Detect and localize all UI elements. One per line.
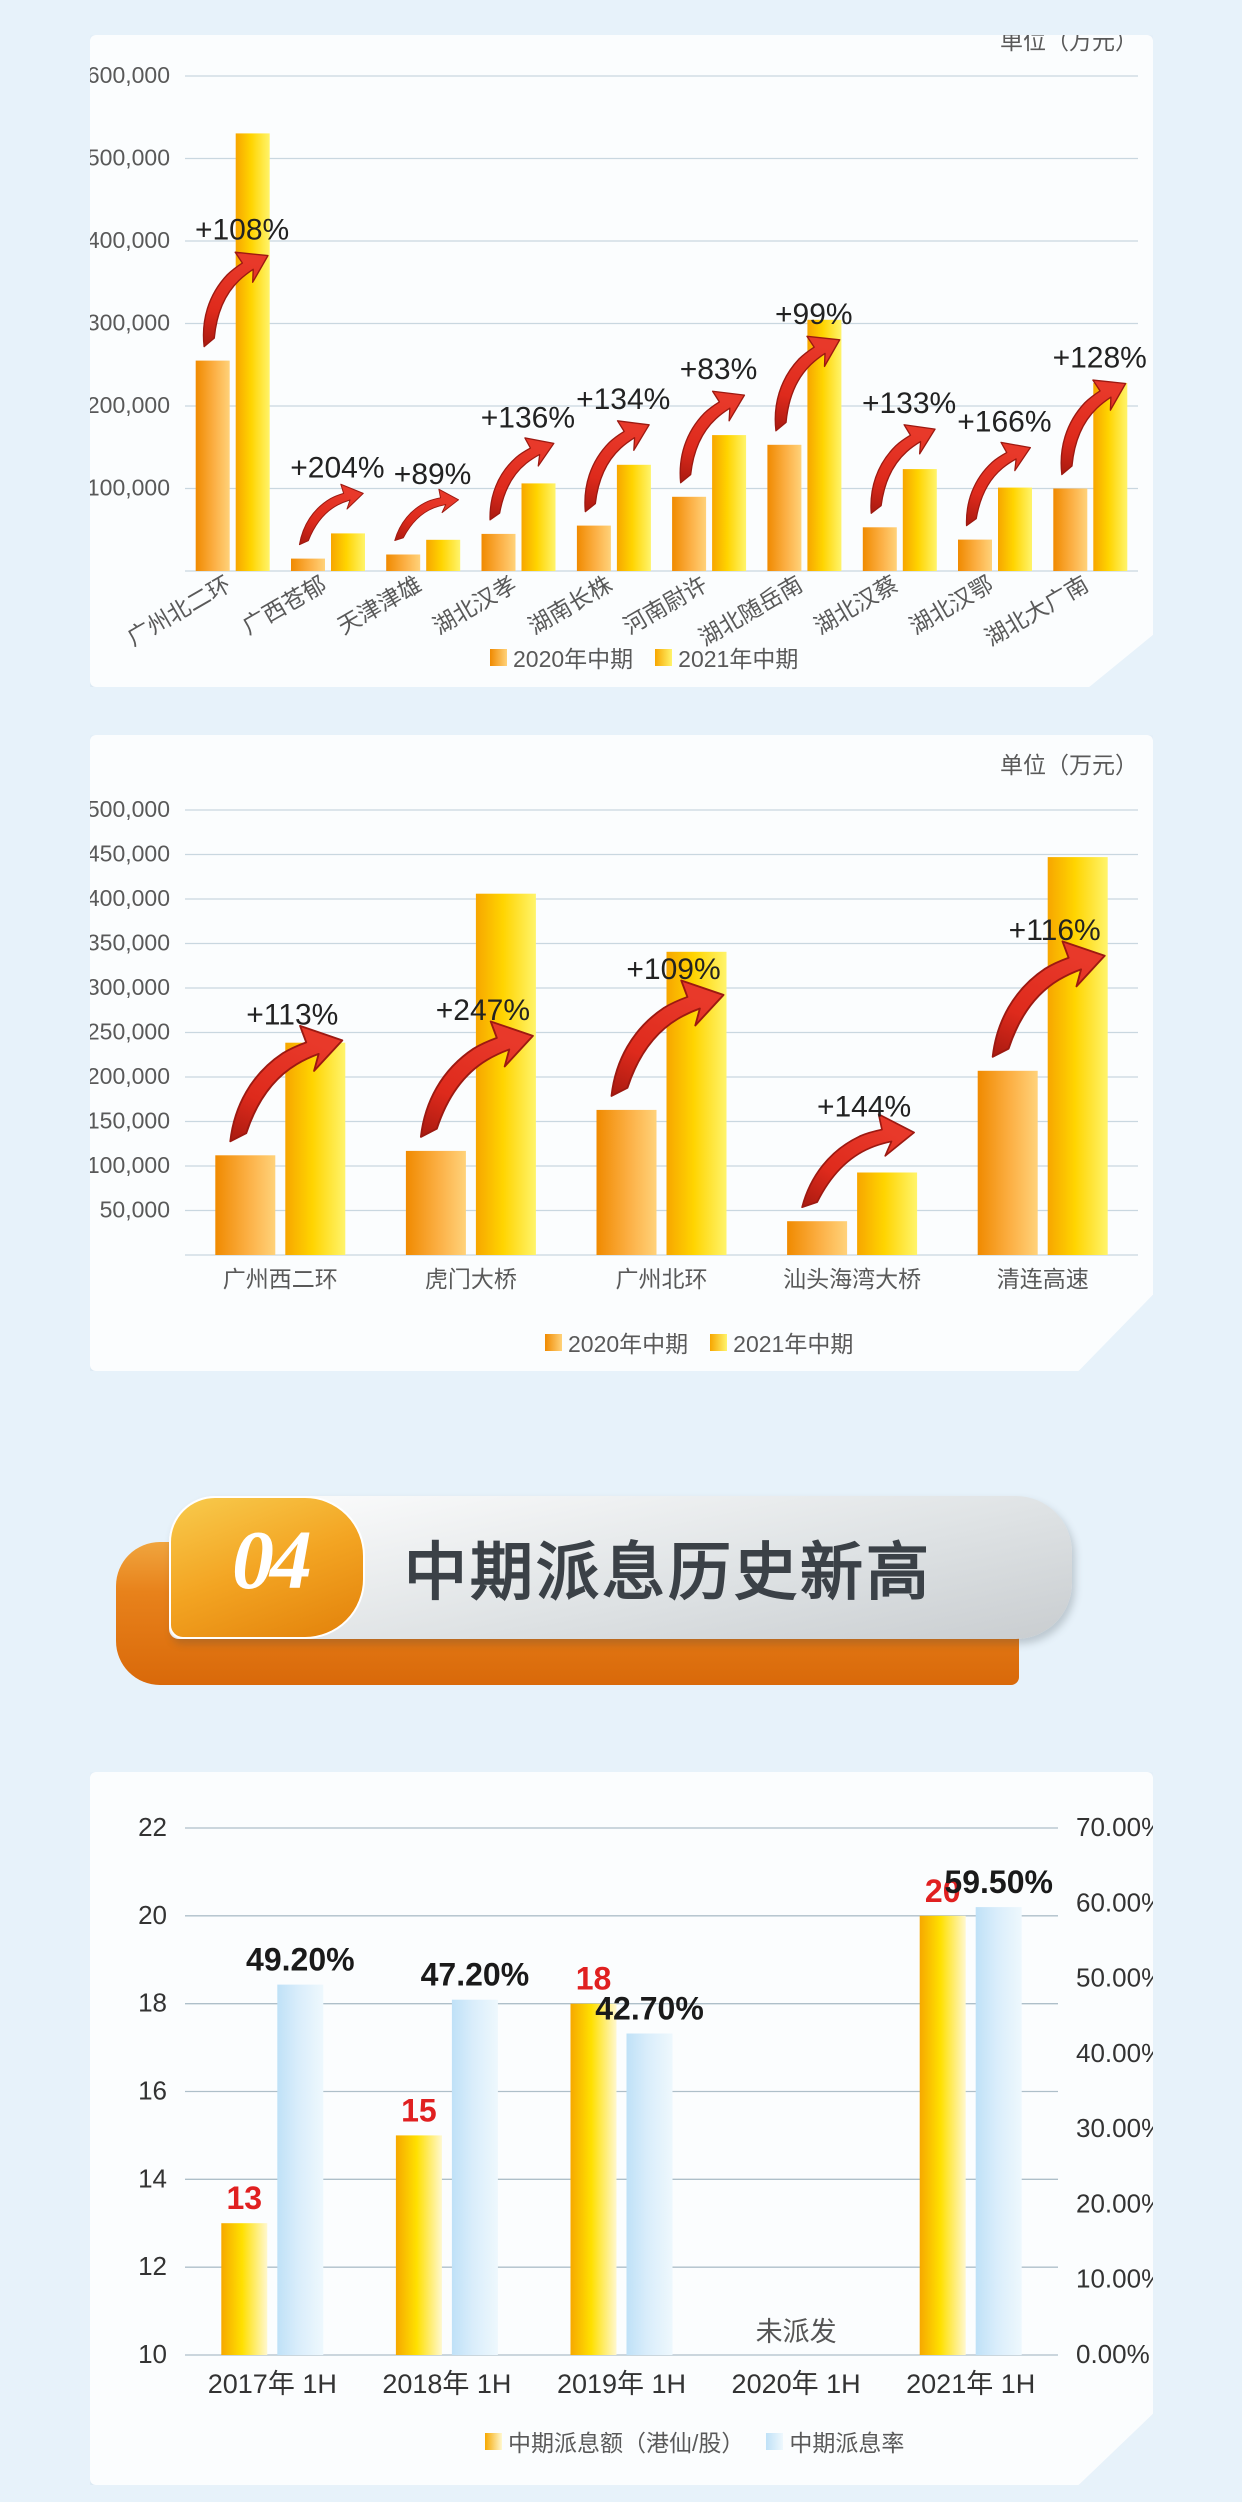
svg-text:汕头海湾大桥: 汕头海湾大桥 — [783, 1266, 921, 1292]
svg-text:10: 10 — [138, 2339, 167, 2369]
svg-text:+247%: +247% — [436, 994, 530, 1027]
svg-text:30.00%: 30.00% — [1076, 2113, 1153, 2143]
svg-text:350,000: 350,000 — [90, 930, 170, 956]
svg-text:200,000: 200,000 — [90, 392, 170, 418]
svg-text:+89%: +89% — [394, 458, 472, 491]
svg-text:47.20%: 47.20% — [421, 1957, 530, 1993]
svg-text:450,000: 450,000 — [90, 841, 170, 867]
svg-text:+109%: +109% — [626, 953, 720, 986]
svg-text:20.00%: 20.00% — [1076, 2188, 1153, 2218]
svg-text:+99%: +99% — [775, 298, 853, 331]
svg-text:50.00%: 50.00% — [1076, 1963, 1153, 1993]
svg-text:广西苍郁: 广西苍郁 — [238, 571, 331, 640]
svg-text:49.20%: 49.20% — [246, 1942, 355, 1978]
svg-text:400,000: 400,000 — [90, 227, 170, 253]
svg-text:天津津雄: 天津津雄 — [333, 571, 426, 640]
svg-text:2019年 1H: 2019年 1H — [557, 2369, 686, 2399]
svg-text:+113%: +113% — [246, 998, 338, 1031]
svg-text:虎门大桥: 虎门大桥 — [425, 1266, 517, 1292]
svg-text:2017年 1H: 2017年 1H — [208, 2369, 337, 2399]
svg-text:清连高速: 清连高速 — [997, 1266, 1089, 1292]
svg-text:湖南长株: 湖南长株 — [524, 571, 617, 640]
svg-text:100,000: 100,000 — [90, 1152, 170, 1178]
svg-text:150,000: 150,000 — [90, 1108, 170, 1134]
svg-text:单位（万元）: 单位（万元） — [1000, 752, 1138, 778]
svg-text:2020年 1H: 2020年 1H — [732, 2369, 861, 2399]
svg-text:2021年 1H: 2021年 1H — [906, 2369, 1035, 2399]
svg-text:70.00%: 70.00% — [1076, 1812, 1153, 1842]
svg-text:湖北汉孝: 湖北汉孝 — [428, 571, 521, 640]
svg-text:250,000: 250,000 — [90, 1019, 170, 1045]
svg-text:20: 20 — [138, 1900, 167, 1930]
svg-text:18: 18 — [138, 1988, 167, 2018]
svg-text:+204%: +204% — [290, 451, 384, 484]
svg-text:300,000: 300,000 — [90, 310, 170, 336]
svg-text:15: 15 — [401, 2092, 437, 2128]
svg-text:50,000: 50,000 — [100, 1197, 170, 1223]
svg-text:湖北汉蔡: 湖北汉蔡 — [810, 571, 903, 640]
svg-text:500,000: 500,000 — [90, 796, 170, 822]
svg-text:广州西二环: 广州西二环 — [223, 1266, 338, 1292]
svg-text:42.70%: 42.70% — [595, 1991, 704, 2027]
svg-text:500,000: 500,000 — [90, 145, 170, 171]
svg-text:200,000: 200,000 — [90, 1063, 170, 1089]
svg-text:+83%: +83% — [680, 353, 758, 386]
svg-text:单位（万元）: 单位（万元） — [1000, 35, 1138, 54]
svg-text:12: 12 — [138, 2251, 167, 2281]
svg-text:100,000: 100,000 — [90, 475, 170, 501]
svg-text:60.00%: 60.00% — [1076, 1887, 1153, 1917]
svg-text:0.00%: 0.00% — [1076, 2339, 1150, 2369]
svg-text:广州北二环: 广州北二环 — [123, 571, 236, 651]
svg-text:59.50%: 59.50% — [944, 1864, 1053, 1900]
svg-text:600,000: 600,000 — [90, 62, 170, 88]
svg-text:+136%: +136% — [481, 401, 575, 434]
svg-text:广州北环: 广州北环 — [616, 1266, 708, 1292]
svg-text:40.00%: 40.00% — [1076, 2038, 1153, 2068]
svg-text:+108%: +108% — [195, 214, 289, 247]
svg-text:13: 13 — [227, 2180, 263, 2216]
svg-text:湖北随岳南: 湖北随岳南 — [694, 571, 807, 651]
svg-text:未派发: 未派发 — [756, 2317, 837, 2347]
svg-text:16: 16 — [138, 2076, 167, 2106]
svg-text:10.00%: 10.00% — [1076, 2264, 1153, 2294]
svg-text:14: 14 — [138, 2163, 167, 2193]
svg-text:300,000: 300,000 — [90, 974, 170, 1000]
svg-text:+166%: +166% — [957, 406, 1051, 439]
svg-text:+144%: +144% — [817, 1091, 911, 1124]
svg-text:+133%: +133% — [862, 387, 956, 420]
svg-text:22: 22 — [138, 1812, 167, 1842]
svg-text:+116%: +116% — [1009, 914, 1101, 947]
svg-text:2018年 1H: 2018年 1H — [382, 2369, 511, 2399]
svg-text:湖北大广南: 湖北大广南 — [980, 571, 1093, 651]
svg-text:400,000: 400,000 — [90, 885, 170, 911]
svg-text:+128%: +128% — [1053, 342, 1147, 375]
svg-text:+134%: +134% — [576, 383, 670, 416]
